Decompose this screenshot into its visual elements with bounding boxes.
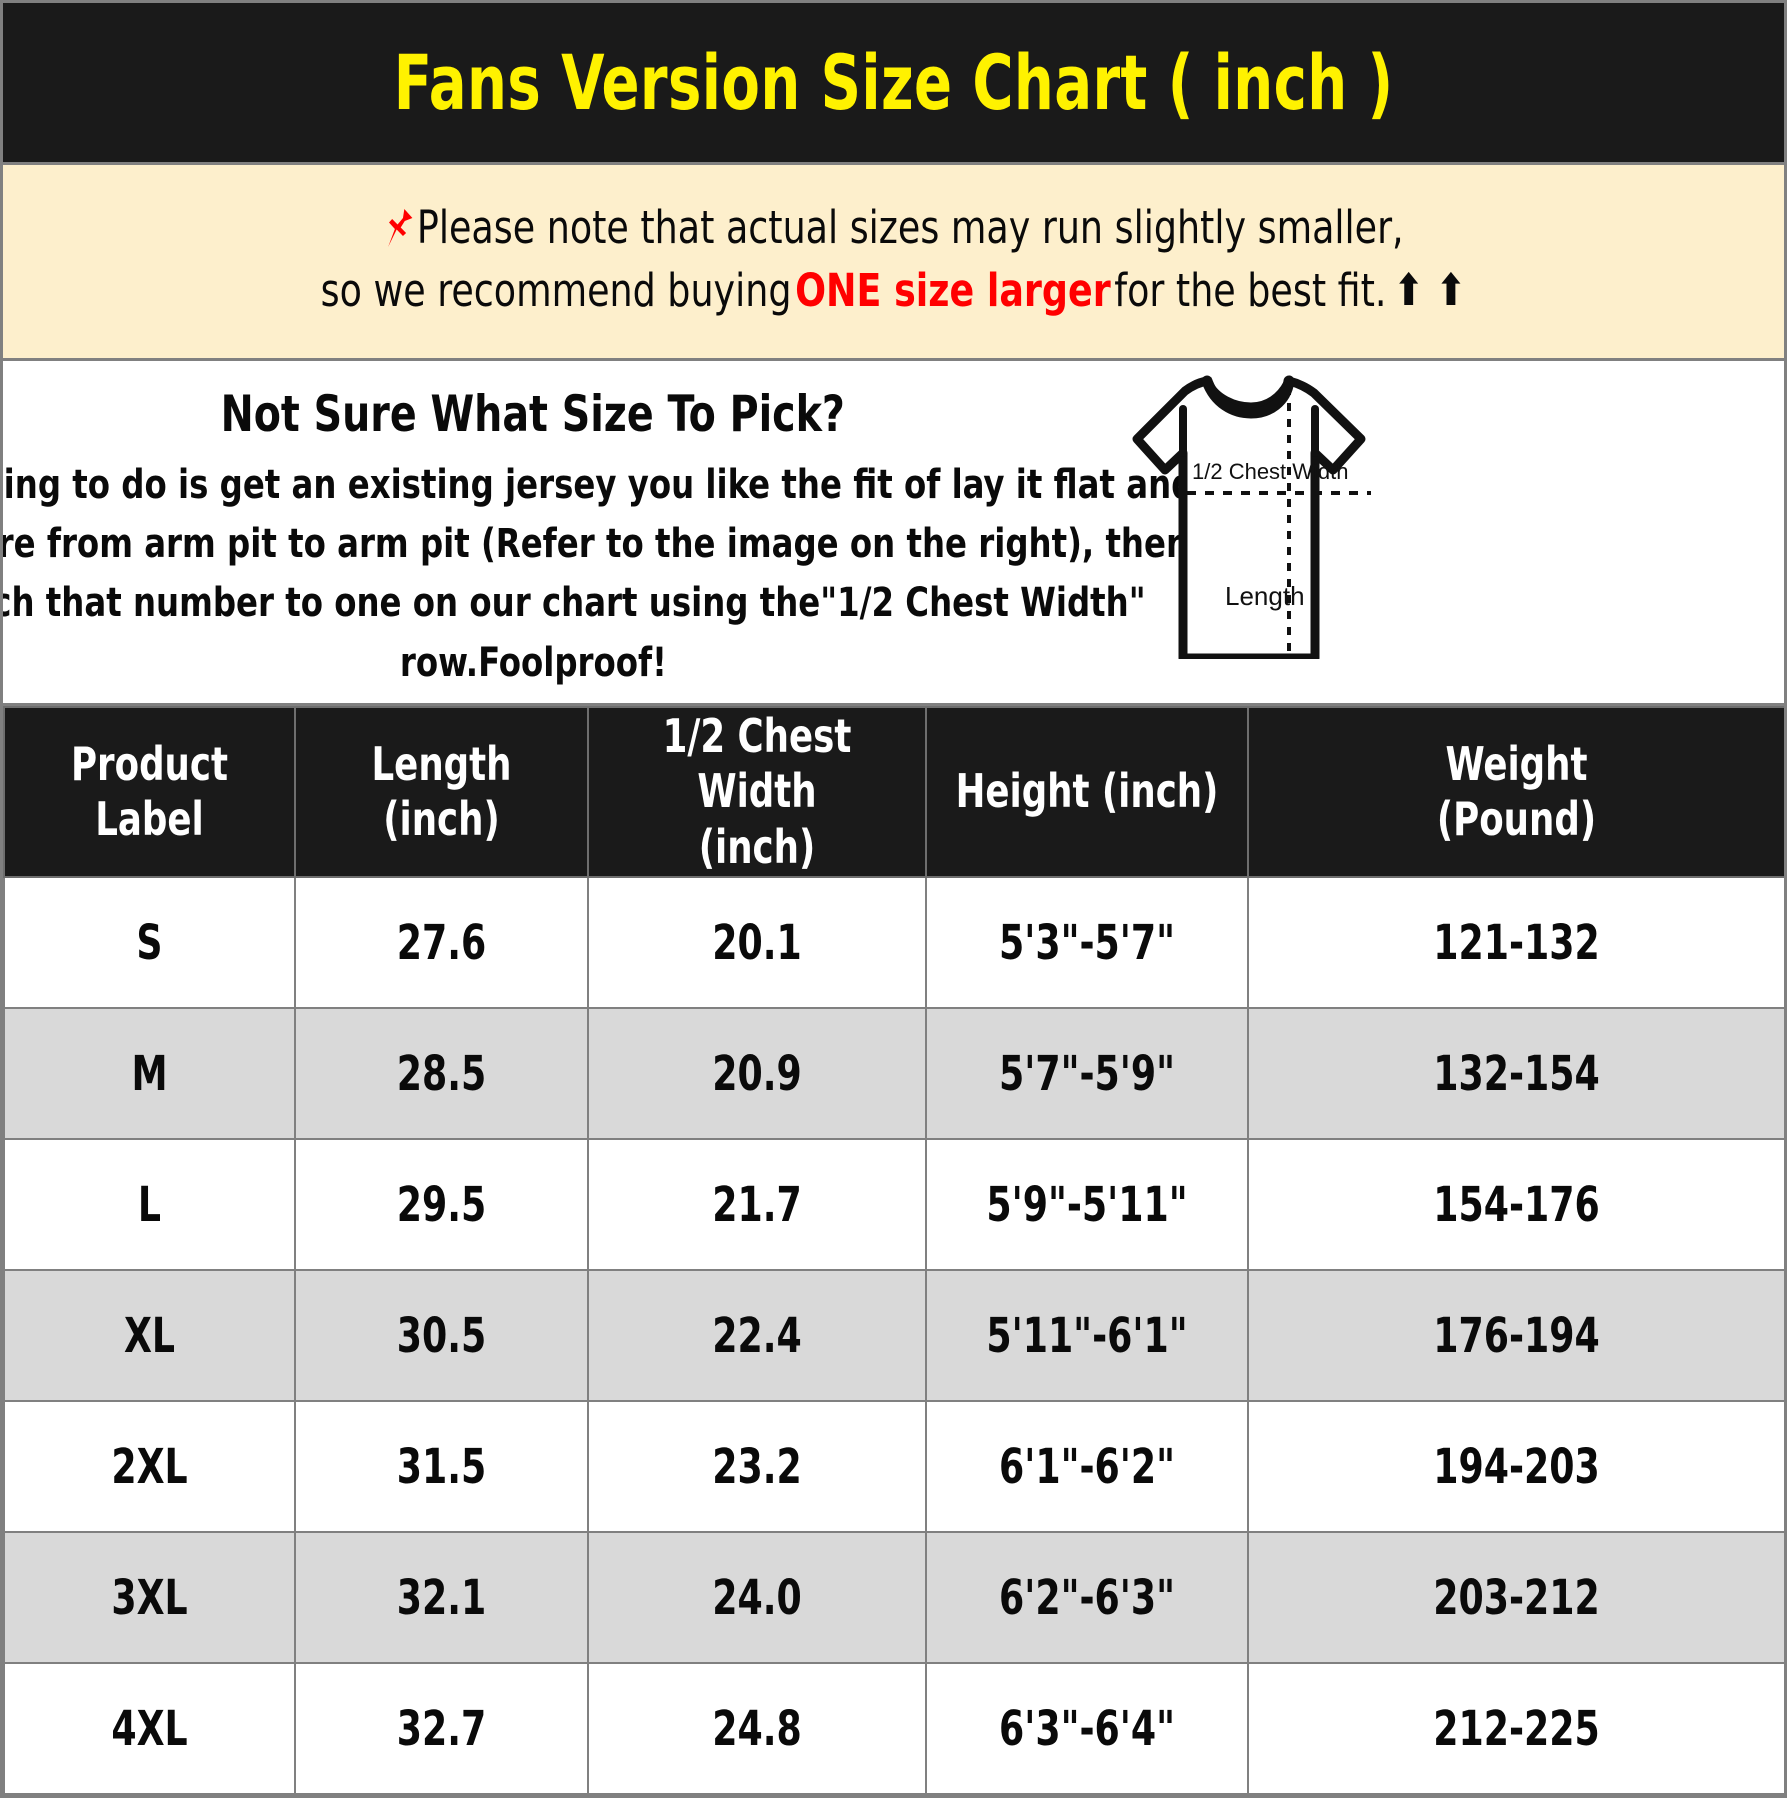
table-row: 3XL 32.1 24.0 6'2"-6'3" 203-212: [3, 1531, 1784, 1664]
tshirt-diagram-area: 1/2 Chest Width Length: [1063, 361, 1784, 703]
header-line: Height (inch): [955, 764, 1219, 819]
cell-chest: 20.9: [587, 1007, 927, 1140]
cell-length: 29.5: [294, 1138, 589, 1271]
length-label: Length: [1225, 581, 1305, 611]
cell-product-label: XL: [3, 1269, 296, 1402]
cell-weight: 121-132: [1247, 876, 1784, 1009]
cell-product-label: L: [3, 1138, 296, 1271]
help-line-3: match that number to one on our chart us…: [0, 580, 1146, 627]
cell-length: 32.7: [294, 1662, 589, 1795]
note-text-2-pre: so we recommend buying: [320, 263, 792, 317]
pushpin-icon: [383, 207, 415, 249]
cell-weight: 176-194: [1247, 1269, 1784, 1402]
chart-title-bar: Fans Version Size Chart ( inch ): [3, 3, 1784, 165]
cell-weight: 212-225: [1247, 1662, 1784, 1795]
cell-product-label: S: [3, 876, 296, 1009]
cell-chest: 23.2: [587, 1400, 927, 1533]
note-emphasis: ONE size larger: [795, 263, 1111, 317]
note-line-2: so we recommend buying ONE size larger f…: [321, 260, 1466, 322]
table-row: L 29.5 21.7 5'9"-5'11" 154-176: [3, 1138, 1784, 1271]
cell-height: 5'11"-6'1": [925, 1269, 1249, 1402]
cell-height: 6'1"-6'2": [925, 1400, 1249, 1533]
col-header-weight: Weight (Pound): [1247, 706, 1784, 878]
cell-weight: 132-154: [1247, 1007, 1784, 1140]
tshirt-measure-icon: 1/2 Chest Width Length: [1132, 375, 1371, 659]
col-header-length: Length (inch): [294, 706, 589, 878]
table-row: 2XL 31.5 23.2 6'1"-6'2" 194-203: [3, 1400, 1784, 1533]
col-header-product-label: Product Label: [3, 706, 296, 878]
cell-length: 27.6: [294, 876, 589, 1009]
size-table-zone: Product Label Length (inch) 1/2 Chest Wi…: [3, 706, 1784, 1795]
cell-weight: 203-212: [1247, 1531, 1784, 1664]
cell-height: 6'3"-6'4": [925, 1662, 1249, 1795]
table-row: 4XL 32.7 24.8 6'3"-6'4" 212-225: [3, 1662, 1784, 1795]
table-header-row: Product Label Length (inch) 1/2 Chest Wi…: [3, 706, 1784, 878]
header-line: Label: [95, 792, 204, 846]
arrow-up-icon: ⬆ ⬆: [1393, 264, 1467, 316]
chest-width-label: 1/2 Chest Width: [1192, 459, 1349, 484]
cell-height: 5'9"-5'11": [925, 1138, 1249, 1271]
header-line: Product: [70, 736, 229, 791]
help-line-4: row.Foolproof!: [399, 639, 667, 686]
help-line-2: measure from arm pit to arm pit (Refer t…: [0, 521, 1189, 568]
cell-weight: 154-176: [1247, 1138, 1784, 1271]
header-line: Weight: [1445, 736, 1588, 791]
table-row: M 28.5 20.9 5'7"-5'9" 132-154: [3, 1007, 1784, 1140]
header-line: (inch): [698, 819, 816, 874]
cell-chest: 21.7: [587, 1138, 927, 1271]
cell-height: 6'2"-6'3": [925, 1531, 1249, 1664]
cell-length: 28.5: [294, 1007, 589, 1140]
note-text-2-post: for the best fit.: [1114, 263, 1387, 317]
cell-length: 32.1: [294, 1531, 589, 1664]
cell-chest: 20.1: [587, 876, 927, 1009]
header-line: (Pound): [1436, 792, 1597, 846]
cell-product-label: M: [3, 1007, 296, 1140]
cell-length: 31.5: [294, 1400, 589, 1533]
cell-product-label: 2XL: [3, 1400, 296, 1533]
table-row: XL 30.5 22.4 5'11"-6'1" 176-194: [3, 1269, 1784, 1402]
cell-product-label: 4XL: [3, 1662, 296, 1795]
col-header-height: Height (inch): [925, 706, 1249, 878]
header-line: 1/2 Chest Width: [662, 709, 852, 819]
size-note-band: Please note that actual sizes may run sl…: [3, 165, 1784, 361]
size-help-body: Best thing to do is get an existing jers…: [0, 456, 1194, 693]
size-table: Product Label Length (inch) 1/2 Chest Wi…: [3, 706, 1784, 1795]
cell-chest: 22.4: [587, 1269, 927, 1402]
col-header-half-chest-width: 1/2 Chest Width (inch): [587, 706, 927, 878]
note-text-1: Please note that actual sizes may run sl…: [417, 201, 1404, 255]
header-line: Length (inch): [371, 736, 512, 846]
table-row: S 27.6 20.1 5'3"-5'7" 121-132: [3, 876, 1784, 1009]
cell-product-label: 3XL: [3, 1531, 296, 1664]
size-help-band: Not Sure What Size To Pick? Best thing t…: [3, 361, 1784, 706]
help-line-1: Best thing to do is get an existing jers…: [0, 462, 1194, 508]
cell-chest: 24.0: [587, 1531, 927, 1664]
cell-weight: 194-203: [1247, 1400, 1784, 1533]
page-title: Fans Version Size Chart ( inch ): [393, 37, 1394, 127]
cell-chest: 24.8: [587, 1662, 927, 1795]
cell-length: 30.5: [294, 1269, 589, 1402]
note-line-1: Please note that actual sizes may run sl…: [383, 197, 1404, 259]
size-help-text: Not Sure What Size To Pick? Best thing t…: [3, 361, 1194, 703]
size-help-heading: Not Sure What Size To Pick?: [220, 385, 846, 443]
cell-height: 5'7"-5'9": [925, 1007, 1249, 1140]
cell-height: 5'3"-5'7": [925, 876, 1249, 1009]
size-table-body: S 27.6 20.1 5'3"-5'7" 121-132 M 28.5 20.…: [3, 876, 1784, 1795]
